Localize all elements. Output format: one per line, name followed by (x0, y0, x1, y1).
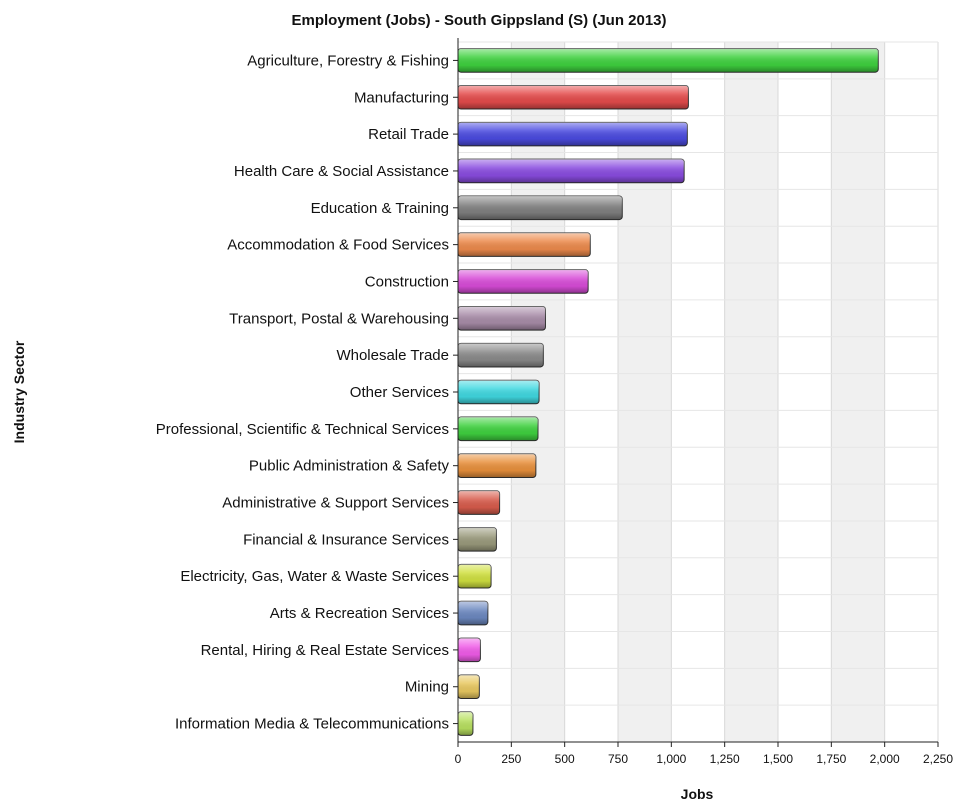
category-label: Information Media & Telecommunications (175, 716, 449, 733)
category-label: Education & Training (311, 200, 449, 217)
category-label: Health Care & Social Assistance (234, 163, 449, 180)
bar-highlight (458, 232, 591, 257)
bar-highlight (458, 564, 492, 588)
bar-highlight (458, 343, 544, 367)
plot-band (778, 42, 832, 742)
bar-highlight (458, 674, 480, 699)
x-tick-label: 2,000 (870, 752, 900, 766)
category-label: Administrative & Support Services (222, 495, 449, 512)
bar-highlight (458, 601, 488, 625)
x-tick-label: 0 (455, 752, 462, 766)
x-tick-label: 2,250 (923, 752, 953, 766)
axes-group (453, 38, 939, 747)
bar-highlight (458, 638, 481, 662)
category-label: Public Administration & Safety (249, 458, 450, 475)
bar-highlight (458, 159, 685, 183)
bar-highlight (458, 527, 497, 552)
category-label: Other Services (350, 384, 449, 401)
category-label: Electricity, Gas, Water & Waste Services (180, 568, 449, 585)
bar-highlight (458, 122, 688, 146)
bar-highlight (458, 453, 536, 478)
x-tick-label: 1,250 (710, 752, 740, 766)
bar-highlight (458, 711, 473, 736)
x-tick-label: 1,750 (816, 752, 846, 766)
bar-highlight (458, 85, 689, 110)
x-tick-label: 750 (608, 752, 628, 766)
category-label: Wholesale Trade (336, 347, 449, 364)
chart-title: Employment (Jobs) - South Gippsland (S) … (291, 12, 666, 29)
bars-group (457, 48, 879, 736)
category-label: Accommodation & Food Services (227, 237, 449, 254)
category-label: Manufacturing (354, 89, 449, 106)
bar-highlight (458, 48, 879, 73)
category-label: Mining (405, 679, 449, 696)
category-labels: Agriculture, Forestry & Fishing Manufactu… (156, 52, 450, 732)
y-axis-title: Industry Sector (11, 340, 27, 443)
plot-band (724, 42, 778, 742)
x-tick-labels: 0 250 500 750 1,000 1,250 1,500 1,750 2,000 2,250 (455, 752, 954, 766)
bar-highlight (458, 269, 589, 294)
plot-band (564, 42, 618, 742)
x-tick-label: 500 (555, 752, 575, 766)
x-tick-label: 250 (501, 752, 521, 766)
bar-highlight (458, 380, 540, 404)
category-label: Agriculture, Forestry & Fishing (247, 52, 449, 69)
plot-band (671, 42, 725, 742)
plot-band (831, 42, 885, 742)
bar-highlight (458, 306, 546, 331)
bar-highlight (458, 417, 538, 441)
x-axis-title: Jobs (681, 786, 714, 802)
plot-band (884, 42, 938, 742)
category-label: Transport, Postal & Warehousing (229, 310, 449, 327)
bar-highlight (458, 490, 500, 515)
category-label: Construction (365, 273, 449, 290)
bar-highlight (458, 196, 623, 220)
x-tick-label: 1,500 (763, 752, 793, 766)
x-tick-label: 1,000 (656, 752, 686, 766)
category-label: Arts & Recreation Services (270, 605, 449, 622)
category-label: Professional, Scientific & Technical Ser… (156, 421, 449, 438)
plot-band (618, 42, 672, 742)
category-label: Retail Trade (368, 126, 449, 143)
category-label: Rental, Hiring & Real Estate Services (201, 642, 449, 659)
category-label: Financial & Insurance Services (243, 531, 449, 548)
